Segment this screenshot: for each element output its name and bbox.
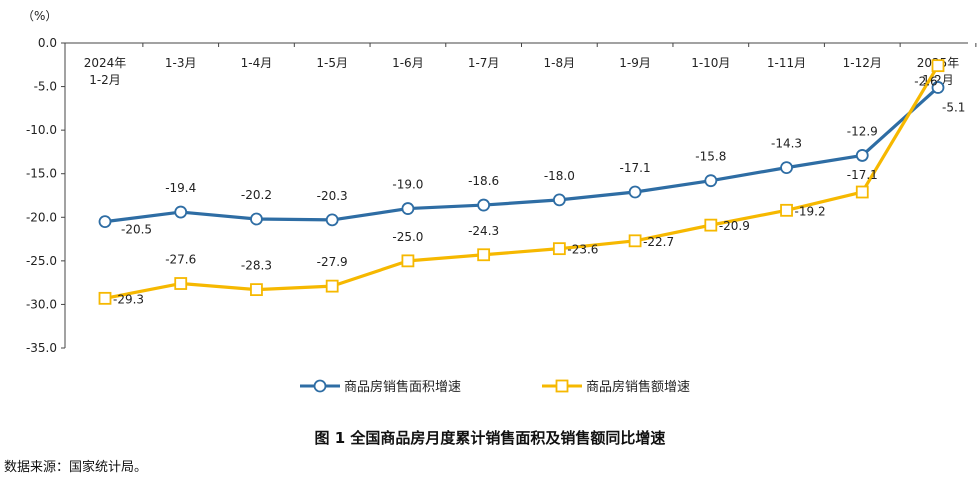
legend: 商品房销售面积增速 商品房销售额增速 — [300, 379, 690, 395]
data-point — [401, 254, 415, 268]
data-label: -20.2 — [241, 188, 272, 202]
data-label: -20.3 — [317, 189, 348, 203]
series-line — [104, 86, 940, 224]
source-note: 数据来源：国家统计局。 — [4, 460, 148, 475]
data-label: -18.0 — [544, 169, 575, 183]
legend-item-area: 商品房销售面积增速 — [300, 379, 461, 395]
data-point — [780, 161, 793, 175]
data-point — [250, 212, 263, 226]
data-labels: -20.5 -19.4 -20.2 -20.3 -19.0 -18.6 -18.0 -17.1… — [113, 75, 965, 307]
data-point — [552, 242, 566, 256]
x-tick-label: 1-12月 — [843, 56, 882, 70]
data-point — [931, 81, 945, 94]
chart-title: 图 1 全国商品房月度累计销售面积及销售额同比增速 — [314, 429, 666, 447]
y-tick-label: -30.0 — [26, 297, 57, 311]
data-label: -28.3 — [241, 259, 272, 273]
data-label: -17.1 — [620, 161, 651, 175]
data-label: -24.3 — [468, 224, 499, 238]
x-tick-label: 1-11月 — [767, 56, 806, 70]
legend-item-amount: 商品房销售额增速 — [542, 379, 690, 395]
x-tick-label: 1-5月 — [316, 56, 348, 70]
x-tick-label: 1-3月 — [165, 56, 197, 70]
data-label: -20.9 — [719, 219, 750, 233]
legend-marker — [555, 379, 569, 393]
data-point — [552, 193, 566, 207]
data-point — [628, 234, 642, 248]
data-point — [250, 283, 263, 297]
legend-label: 商品房销售额增速 — [586, 379, 690, 395]
data-label: -23.6 — [567, 243, 598, 257]
data-point — [704, 218, 718, 232]
data-label: -5.1 — [942, 100, 965, 114]
data-label: -19.4 — [165, 181, 196, 195]
data-label: -18.6 — [468, 174, 499, 188]
data-point — [780, 203, 793, 217]
data-point — [401, 202, 415, 215]
data-point — [477, 198, 491, 212]
x-tick-label: 2024年 1-2月 — [84, 56, 127, 87]
data-point — [704, 174, 718, 188]
x-tick-label: 1-7月 — [468, 56, 500, 70]
data-point — [855, 185, 869, 199]
legend-label: 商品房销售面积增速 — [344, 379, 461, 395]
x-axis: 2024年 1-2月 1-3月 1-4月 1-5月 1-6月 1-7月 1-8月 1-9月 1-1… — [65, 42, 977, 87]
y-tick-label: -5.0 — [34, 80, 57, 94]
data-point — [98, 291, 112, 305]
y-tick-label: -25.0 — [26, 254, 57, 268]
data-point — [98, 215, 112, 229]
y-tick-label: -35.0 — [26, 341, 57, 355]
data-label: -25.0 — [392, 230, 423, 244]
y-unit-label: （%） — [22, 9, 57, 23]
data-point — [931, 59, 945, 73]
data-point — [325, 279, 339, 293]
series-layer: -20.5 -19.4 -20.2 -20.3 -19.0 -18.6 -18.0 -17.1… — [98, 59, 965, 307]
data-label: -22.7 — [643, 235, 674, 249]
x-tick-label: 1-4月 — [241, 56, 273, 70]
line-chart: （%） 0.0 -5.0 -10.0 -15.0 -20.0 -25.0 -30.0 -35.… — [22, 9, 977, 395]
data-label: -19.0 — [392, 178, 423, 192]
data-label: -29.3 — [113, 292, 144, 306]
data-label: -17.1 — [847, 168, 878, 182]
series-area — [98, 81, 945, 229]
x-tick-label: 1-9月 — [619, 56, 651, 70]
data-point — [325, 213, 339, 227]
series-amount — [98, 59, 945, 305]
data-label: -19.2 — [795, 204, 826, 218]
data-label: -27.9 — [317, 255, 348, 269]
x-tick-label: 1-6月 — [392, 56, 424, 70]
data-label: -14.3 — [771, 137, 802, 151]
series-line — [104, 64, 940, 300]
data-label: -15.8 — [695, 150, 726, 164]
data-label: -20.5 — [121, 223, 152, 237]
y-tick-label: 0.0 — [38, 36, 57, 50]
y-axis: 0.0 -5.0 -10.0 -15.0 -20.0 -25.0 -30.0 -35.0 — [26, 36, 66, 355]
data-point — [174, 277, 188, 290]
legend-marker — [313, 379, 327, 393]
x-tick-label: 1-8月 — [544, 56, 576, 70]
data-point — [477, 248, 491, 262]
data-label: -27.6 — [165, 253, 196, 267]
y-tick-label: -10.0 — [26, 123, 57, 137]
data-point — [628, 185, 642, 199]
data-point — [174, 205, 188, 219]
y-tick-label: -15.0 — [26, 167, 57, 181]
x-tick-label: 1-10月 — [691, 56, 730, 70]
data-label: -2.6 — [914, 75, 937, 89]
data-label: -12.9 — [847, 124, 878, 138]
data-point — [855, 149, 869, 162]
y-tick-label: -20.0 — [26, 210, 57, 224]
